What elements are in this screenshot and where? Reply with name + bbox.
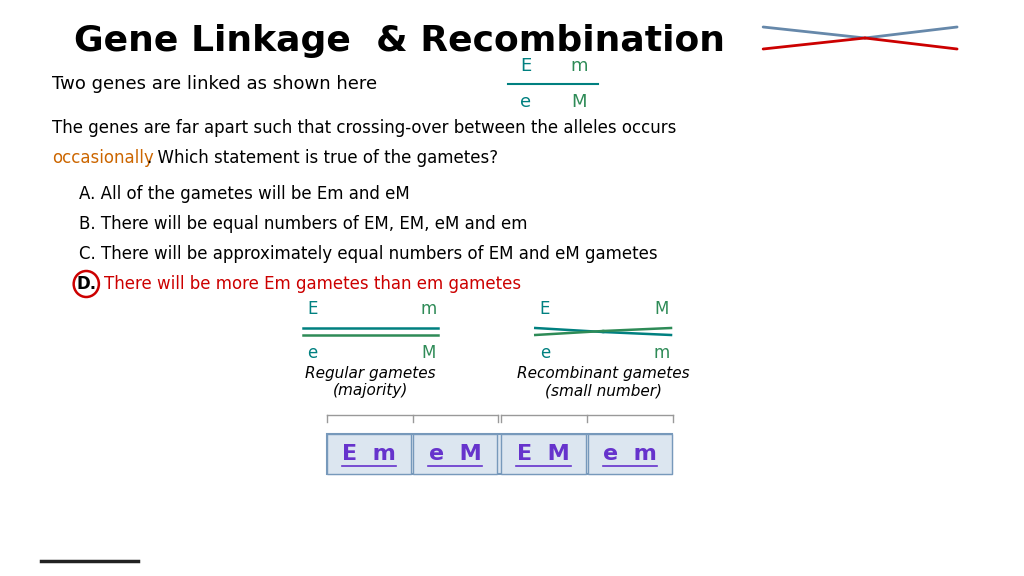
Text: A. All of the gametes will be Em and eM: A. All of the gametes will be Em and eM — [80, 185, 411, 203]
Text: B. There will be equal numbers of EM, EM, eM and em: B. There will be equal numbers of EM, EM… — [80, 215, 528, 233]
Text: occasionally: occasionally — [52, 149, 154, 167]
Text: . Which statement is true of the gametes?: . Which statement is true of the gametes… — [147, 149, 499, 167]
Text: E  m: E m — [342, 444, 396, 464]
Text: m: m — [653, 344, 670, 362]
FancyBboxPatch shape — [327, 434, 672, 474]
Text: e  m: e m — [603, 444, 656, 464]
Text: E: E — [540, 300, 550, 318]
Text: Gene Linkage  & Recombination: Gene Linkage & Recombination — [74, 24, 725, 58]
Text: e: e — [520, 93, 531, 111]
Text: D.: D. — [76, 275, 96, 293]
Text: Regular gametes
(majority): Regular gametes (majority) — [305, 366, 436, 399]
FancyBboxPatch shape — [413, 434, 498, 474]
Text: The genes are far apart such that crossing-over between the alleles occurs: The genes are far apart such that crossi… — [52, 119, 677, 137]
Text: M: M — [654, 300, 669, 318]
FancyBboxPatch shape — [588, 434, 672, 474]
Text: e  M: e M — [429, 444, 481, 464]
Text: E: E — [307, 300, 317, 318]
Text: E  M: E M — [517, 444, 570, 464]
Text: M: M — [422, 344, 436, 362]
FancyBboxPatch shape — [502, 434, 586, 474]
Text: m: m — [570, 57, 588, 75]
Text: There will be more Em gametes than em gametes: There will be more Em gametes than em ga… — [103, 275, 521, 293]
Text: e: e — [540, 344, 550, 362]
Text: e: e — [307, 344, 317, 362]
Text: Recombinant gametes
(small number): Recombinant gametes (small number) — [517, 366, 689, 399]
Text: C. There will be approximately equal numbers of EM and eM gametes: C. There will be approximately equal num… — [80, 245, 658, 263]
Text: Two genes are linked as shown here: Two genes are linked as shown here — [52, 75, 378, 93]
Text: E: E — [520, 57, 531, 75]
Text: m: m — [421, 300, 436, 318]
Text: M: M — [571, 93, 587, 111]
FancyBboxPatch shape — [327, 434, 411, 474]
